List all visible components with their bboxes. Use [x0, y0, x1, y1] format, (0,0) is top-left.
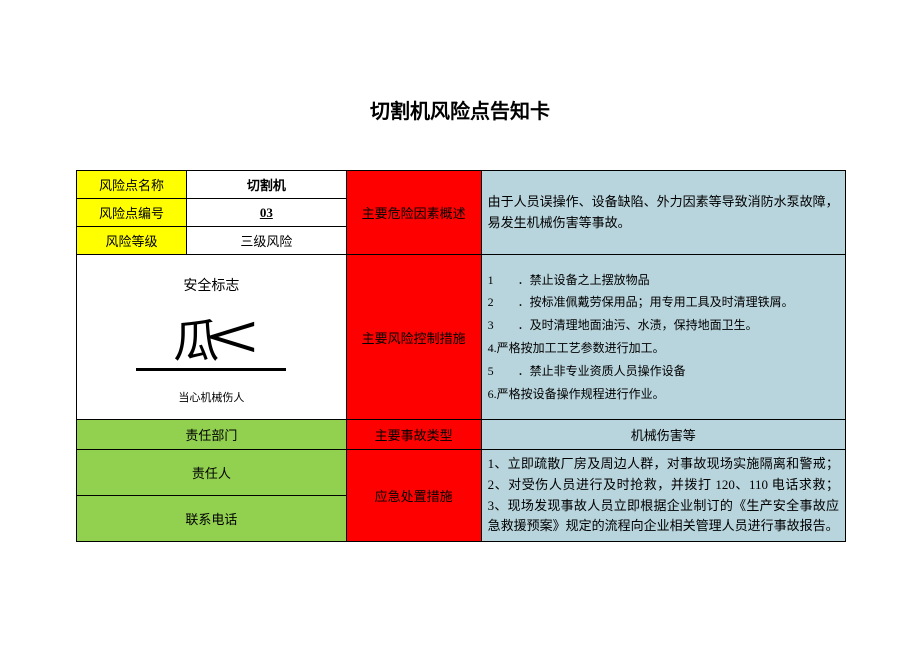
safety-symbol: 瓜<	[77, 303, 346, 371]
label-risk-name: 风险点名称	[77, 171, 187, 199]
label-person: 责任人	[77, 450, 347, 496]
label-hazard-desc: 主要危险因素概述	[346, 171, 481, 255]
safety-sign-cell: 安全标志 瓜< 当心机械伤人	[77, 255, 347, 420]
safety-caption: 当心机械伤人	[77, 389, 346, 405]
measure-item: 1 ．禁止设备之上摆放物品	[488, 269, 839, 292]
risk-card-table: 风险点名称 切割机 主要危险因素概述 由于人员误操作、设备缺陷、外力因素等导致消…	[76, 170, 846, 542]
label-risk-code: 风险点编号	[77, 199, 187, 227]
measure-item: 5 ．禁止非专业资质人员操作设备	[488, 360, 839, 383]
label-accident-type: 主要事故类型	[346, 420, 481, 450]
page-title: 切割机风险点告知卡	[0, 0, 920, 154]
value-risk-code: 03	[186, 199, 346, 227]
label-emergency: 应急处置措施	[346, 450, 481, 542]
value-hazard-desc: 由于人员误操作、设备缺陷、外力因素等导致消防水泵故障，易发生机械伤害等事故。	[481, 171, 845, 255]
measure-item: 6.严格按设备操作规程进行作业。	[488, 383, 839, 406]
label-control-measures: 主要风险控制措施	[346, 255, 481, 420]
value-emergency: 1、立即疏散厂房及周边人群，对事故现场实施隔离和警戒；2、对受伤人员进行及时抢救…	[481, 450, 845, 542]
measure-item: 4.严格按加工工艺参数进行加工。	[488, 337, 839, 360]
value-control-measures: 1 ．禁止设备之上摆放物品2 ．按标准佩戴劳保用品；用专用工具及时清理铁屑。3 …	[481, 255, 845, 420]
measure-item: 3 ．及时清理地面油污、水渍，保持地面卫生。	[488, 314, 839, 337]
label-risk-level: 风险等级	[77, 227, 187, 255]
label-dept: 责任部门	[77, 420, 347, 450]
value-risk-name: 切割机	[186, 171, 346, 199]
label-safety-sign: 安全标志	[77, 275, 346, 295]
measure-item: 2 ．按标准佩戴劳保用品；用专用工具及时清理铁屑。	[488, 291, 839, 314]
value-accident-type: 机械伤害等	[481, 420, 845, 450]
value-risk-level: 三级风险	[186, 227, 346, 255]
label-phone: 联系电话	[77, 496, 347, 542]
